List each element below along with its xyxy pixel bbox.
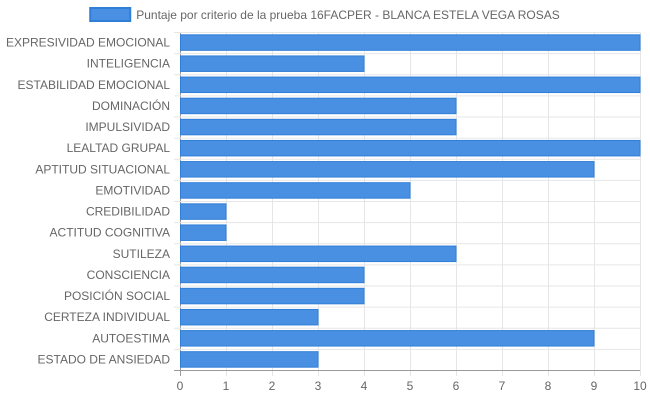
bar[interactable] (180, 161, 595, 178)
x-tick-label: 2 (269, 379, 276, 393)
category-label: INTELIGENCIA (87, 57, 170, 71)
bar[interactable] (180, 118, 457, 136)
x-tick-label: 4 (361, 379, 368, 393)
category-label: CONSCIENCIA (87, 268, 170, 282)
category-label: LEALTAD GRUPAL (67, 141, 171, 155)
x-tick-label: 0 (177, 379, 184, 393)
x-tick-label: 8 (545, 379, 552, 393)
x-tick-label: 7 (499, 379, 506, 393)
bar[interactable] (180, 76, 641, 94)
x-tick-label: 9 (591, 379, 598, 393)
x-tick-label: 10 (633, 379, 647, 393)
bar[interactable] (180, 182, 411, 199)
category-label: DOMINACIÓN (92, 98, 170, 113)
bar[interactable] (180, 139, 641, 157)
category-label: SUTILEZA (113, 247, 170, 261)
bar[interactable] (180, 287, 365, 305)
legend-label[interactable]: Puntaje por criterio de la prueba 16FACP… (136, 8, 560, 22)
category-label: ACTITUD COGNITIVA (50, 226, 170, 240)
category-label: POSICIÓN SOCIAL (64, 288, 170, 303)
legend-swatch[interactable] (89, 7, 132, 22)
x-tick-label: 5 (407, 379, 414, 393)
bar[interactable] (180, 245, 457, 263)
bar[interactable] (180, 224, 227, 241)
bars (180, 34, 641, 368)
bar[interactable] (180, 34, 641, 51)
category-label: EMOTIVIDAD (95, 183, 170, 197)
chart-legend[interactable]: Puntaje por criterio de la prueba 16FACP… (89, 7, 560, 22)
bar[interactable] (180, 266, 365, 284)
bar[interactable] (180, 308, 319, 326)
bar[interactable] (180, 55, 365, 72)
x-tick-labels: 0 1 2 3 4 5 6 7 8 9 10 (177, 379, 647, 393)
category-label: ESTADO DE ANSIEDAD (38, 352, 171, 366)
bar[interactable] (180, 330, 595, 347)
category-label: APTITUD SITUACIONAL (35, 162, 170, 176)
category-label: AUTOESTIMA (92, 331, 170, 345)
bar[interactable] (180, 97, 457, 115)
category-label: CERTEZA INDIVIDUAL (44, 310, 170, 324)
x-tick-label: 6 (453, 379, 460, 393)
category-label: EXPRESIVIDAD EMOCIONAL (6, 36, 170, 50)
category-label: IMPULSIVIDAD (85, 120, 170, 134)
category-labels: EXPRESIVIDAD EMOCIONAL INTELIGENCIA ESTABI… (6, 36, 170, 367)
bar[interactable] (180, 351, 319, 368)
bar[interactable] (180, 203, 227, 220)
category-label: ESTABILIDAD EMOCIONAL (18, 78, 171, 92)
category-label: CREDIBILIDAD (86, 205, 170, 219)
x-tick-label: 3 (315, 379, 322, 393)
x-tick-label: 1 (223, 379, 230, 393)
